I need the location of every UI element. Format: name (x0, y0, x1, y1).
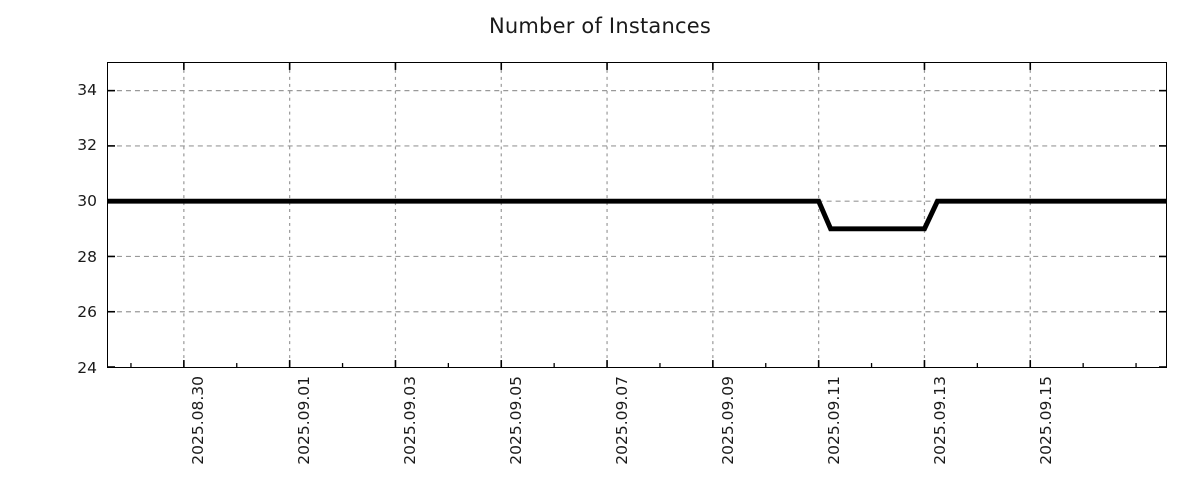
x-axis-tick-label: 2025.09.01 (295, 376, 313, 465)
x-axis-tick-labels: 2025.08.30 2025.09.01 2025.09.03 2025.09.05… (107, 368, 1167, 500)
y-axis-tick-label: 30 (77, 192, 97, 211)
data-series-line (108, 198, 1166, 232)
axis-ticks (108, 63, 1166, 368)
x-axis-tick-label: 2025.09.11 (825, 376, 843, 465)
x-axis-tick-label: 2025.09.07 (613, 376, 631, 465)
y-axis-tick-label: 32 (77, 136, 97, 155)
chart-title: Number of Instances (488, 14, 711, 38)
y-axis-tick-label: 28 (77, 247, 97, 266)
x-axis-tick-label: 2025.09.03 (401, 376, 419, 465)
y-axis-tick-label: 34 (77, 80, 97, 99)
y-axis-tick-label: 26 (77, 303, 97, 322)
x-axis-tick-label: 2025.09.05 (507, 376, 525, 465)
x-axis-tick-label: 2025.09.09 (719, 376, 737, 465)
x-axis-tick-label: 2025.08.30 (189, 376, 207, 465)
plot-area (107, 62, 1167, 368)
y-axis-tick-labels: 24 26 28 30 32 34 (0, 62, 97, 377)
x-axis-tick-label: 2025.09.13 (931, 376, 949, 465)
y-axis-tick-label: 24 (77, 359, 97, 377)
x-axis-tick-label: 2025.09.15 (1037, 376, 1055, 465)
